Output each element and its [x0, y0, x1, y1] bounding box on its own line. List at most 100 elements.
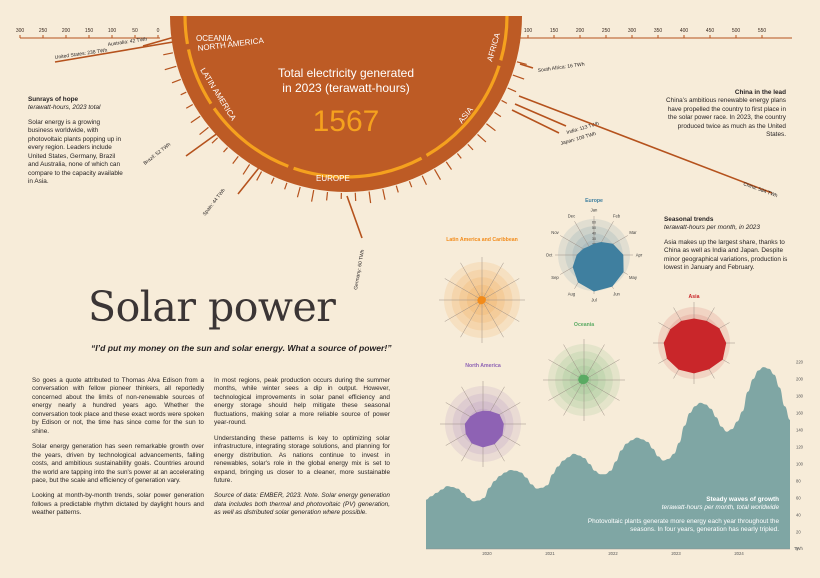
axis-tick-label: 0 — [157, 28, 160, 34]
radar-series-shape — [663, 318, 727, 374]
minor-ray — [507, 87, 517, 93]
radar-series-shape — [464, 410, 504, 448]
seasonal-note: Seasonal trends terawatt-hours per month… — [664, 216, 792, 273]
country-label: Australia: 42 TWh — [107, 36, 147, 47]
country-label: Brazil: 52 TWh — [143, 142, 173, 167]
seasonal-heading: Seasonal trends — [664, 216, 714, 223]
radar-spoke — [481, 262, 504, 301]
axis-tick-label: 100 — [524, 28, 533, 34]
radar-series-shape — [578, 374, 589, 385]
axis-tick-label: 450 — [706, 28, 715, 34]
minor-ray — [486, 123, 496, 132]
region-arc — [212, 107, 289, 168]
minor-ray — [190, 115, 201, 124]
country-ray — [518, 95, 773, 194]
y-unit-label: TWh — [794, 546, 804, 551]
waves-sub: terawatt-hours per month, total worldwid… — [661, 504, 779, 512]
radar-latin-america-and-caribbean: Latin America and Caribbean — [439, 237, 525, 343]
waves-heading: Steady waves of growth — [706, 496, 779, 503]
body-paragraph: Looking at month-by-month trends, solar … — [32, 492, 204, 517]
radar-spoke — [583, 379, 605, 416]
minor-ray — [326, 191, 329, 201]
region-arc — [425, 65, 501, 157]
sun-title-line: in 2023 (terawatt-hours) — [282, 81, 409, 95]
minor-ray — [211, 137, 219, 144]
minor-ray — [467, 143, 474, 151]
radar-spoke — [583, 344, 605, 381]
country-label: Japan: 109 TWh — [560, 131, 597, 147]
radar-ring-label: 30 — [592, 237, 596, 241]
minor-ray — [164, 65, 177, 71]
country-label: United States: 238 TWh — [54, 48, 108, 61]
radar-month-label: Mar — [629, 230, 637, 235]
sunrays-note: Sunrays of hope terawatt-hours, 2023 tot… — [28, 96, 126, 187]
minor-ray — [296, 186, 301, 198]
axis-tick-label: 150 — [550, 28, 559, 34]
waves-text: Photovoltaic plants generate more energy… — [587, 517, 779, 534]
region-arc — [183, 15, 190, 45]
radar-ring-label: 60 — [592, 221, 596, 225]
seasonal-text: Asia makes up the largest share, thanks … — [664, 238, 788, 272]
region-arc — [499, 15, 509, 61]
minor-ray — [421, 175, 428, 185]
axis-tick-label: 200 — [576, 28, 585, 34]
radar-spoke — [460, 262, 483, 301]
y-tick-label: 200 — [796, 377, 804, 382]
radar-month-label: Feb — [613, 214, 621, 219]
minor-ray — [256, 171, 263, 181]
radar-title: Europe — [585, 198, 603, 204]
radar-oceania: Oceania — [543, 322, 625, 421]
axis-tick-label: 300 — [628, 28, 637, 34]
y-tick-label: 100 — [796, 462, 804, 467]
body-paragraph: So goes a quote attributed to Thomas Alv… — [32, 377, 204, 435]
axis-tick-label: 50 — [132, 28, 138, 34]
body-paragraph: In most regions, peak production occurs … — [214, 377, 390, 427]
y-tick-label: 20 — [796, 530, 801, 535]
country-ray — [346, 195, 363, 239]
radar-title: North America — [465, 363, 501, 369]
source-note: Source of data: EMBER, 2023. Note. Solar… — [214, 492, 390, 517]
axis-tick-label: 200 — [62, 28, 71, 34]
y-tick-label: 160 — [796, 411, 804, 416]
china-heading: China in the lead — [734, 89, 786, 96]
radar-spoke — [583, 379, 620, 401]
minor-ray — [223, 147, 229, 153]
radar-ring-label: 50 — [592, 226, 596, 230]
minor-ray — [284, 182, 288, 190]
axis-tick-label: 350 — [654, 28, 663, 34]
minor-ray — [171, 78, 181, 84]
body-column-1: So goes a quote attributed to Thomas Alv… — [32, 377, 204, 525]
minor-ray — [445, 161, 453, 170]
minor-ray — [512, 74, 525, 80]
minor-ray — [199, 126, 209, 136]
y-tick-label: 120 — [796, 445, 804, 450]
x-tick-label: 2022 — [608, 551, 618, 556]
radar-month-label: Nov — [551, 230, 559, 235]
y-tick-label: 140 — [796, 428, 804, 433]
region-label: OCEANIA — [196, 34, 233, 43]
china-note: China in the lead China’s ambitious rene… — [662, 89, 786, 140]
minor-ray — [368, 191, 372, 204]
radar-spoke — [583, 359, 620, 381]
x-tick-label: 2021 — [545, 551, 555, 556]
radar-spoke — [548, 359, 585, 381]
minor-ray — [311, 189, 315, 202]
radar-month-label: Jan — [591, 208, 598, 213]
minor-ray — [433, 168, 442, 180]
x-tick-label: 2023 — [671, 551, 681, 556]
radar-month-label: Sep — [551, 275, 559, 280]
radar-month-label: Jun — [613, 291, 620, 296]
radar-charts: JanFebMarAprMayJunJulAugSepOctNovDec1020… — [439, 198, 735, 467]
seasonal-sub: terawatt-hours per month, in 2023 — [664, 224, 760, 232]
region-arc — [293, 156, 423, 179]
radar-spoke — [460, 299, 483, 338]
radar-spoke — [481, 299, 520, 322]
country-ray — [519, 63, 534, 69]
axis-tick-label: 550 — [758, 28, 767, 34]
body-column-2: In most regions, peak production occurs … — [214, 377, 390, 525]
country-ray — [511, 109, 560, 134]
radar-europe: JanFebMarAprMayJunJulAugSepOctNovDec1020… — [546, 198, 643, 303]
x-tick-label: 2020 — [482, 551, 492, 556]
radar-spoke — [481, 299, 504, 338]
